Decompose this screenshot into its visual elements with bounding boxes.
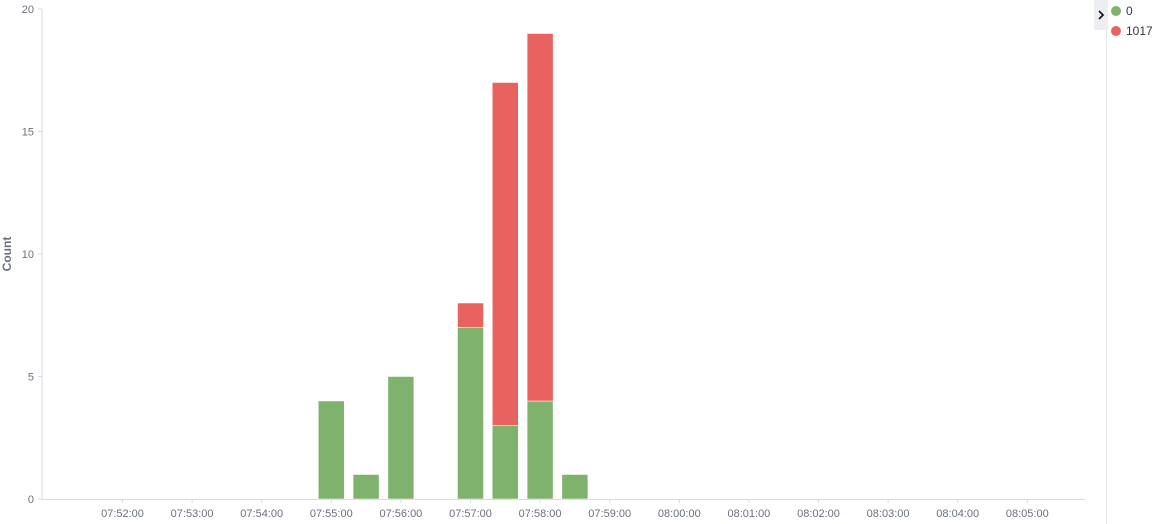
x-tick-label: 08:01:00: [727, 508, 770, 520]
y-tick-label: 10: [22, 249, 34, 261]
legend-label: 1017: [1126, 24, 1153, 38]
y-tick-label: 20: [22, 4, 34, 16]
legend-item-1017[interactable]: 1017: [1111, 21, 1153, 41]
legend: 0 1017: [1111, 1, 1153, 41]
legend-toggle-button[interactable]: [1094, 0, 1108, 30]
x-tick-label: 08:02:00: [797, 508, 840, 520]
y-tick-label: 0: [28, 494, 34, 506]
bar-series-1017[interactable]: [457, 302, 484, 328]
bar-series-0[interactable]: [352, 474, 380, 500]
bar-series-0[interactable]: [492, 425, 519, 500]
x-tick-label: 08:05:00: [1006, 508, 1049, 520]
legend-label: 0: [1126, 4, 1133, 18]
legend-swatch: [1111, 26, 1121, 36]
bar-series-0[interactable]: [457, 327, 484, 500]
chevron-right-icon: [1098, 10, 1105, 20]
legend-item-0[interactable]: 0: [1111, 1, 1153, 21]
legend-panel: [1106, 0, 1169, 524]
y-axis-title: Count: [0, 237, 14, 272]
x-tick-label: 08:03:00: [867, 508, 910, 520]
x-tick-label: 07:55:00: [310, 508, 353, 520]
bar-series-1017[interactable]: [492, 82, 519, 426]
legend-swatch: [1111, 6, 1121, 16]
y-tick-label: 5: [28, 372, 34, 384]
y-tick-label: 15: [22, 127, 34, 139]
bar-series-0[interactable]: [561, 474, 589, 500]
x-tick-label: 08:04:00: [936, 508, 979, 520]
x-tick-label: 08:00:00: [658, 508, 701, 520]
x-tick-label: 07:54:00: [240, 508, 283, 520]
bar-series-0[interactable]: [387, 376, 415, 500]
x-tick-label: 07:52:00: [101, 508, 144, 520]
x-tick-label: 07:53:00: [171, 508, 214, 520]
bar-series-0[interactable]: [526, 400, 554, 500]
x-tick-label: 07:56:00: [379, 508, 422, 520]
x-tick-label: 07:59:00: [588, 508, 631, 520]
bar-series-1017[interactable]: [526, 33, 554, 402]
x-tick-label: 07:57:00: [449, 508, 492, 520]
x-tick-label: 07:58:00: [519, 508, 562, 520]
bar-series-0[interactable]: [318, 400, 345, 500]
